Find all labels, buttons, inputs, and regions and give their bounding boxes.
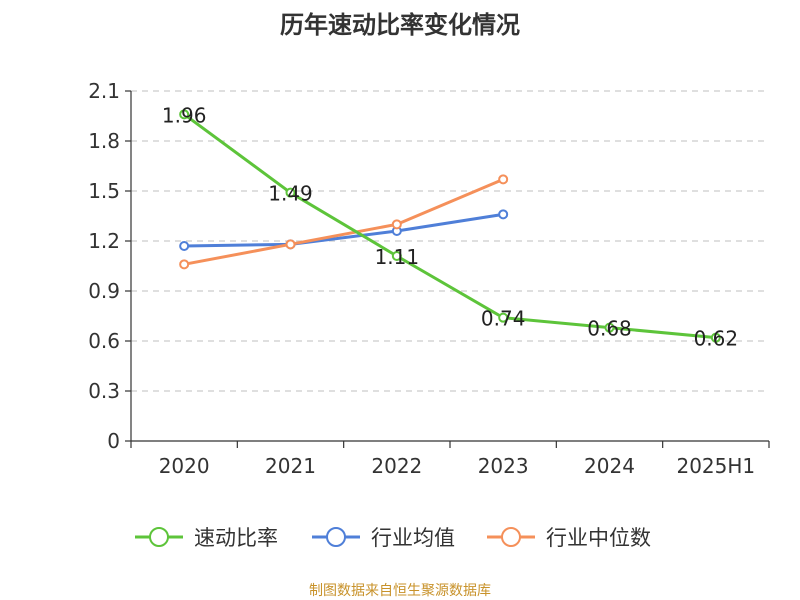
x-tick-label: 2020 <box>159 454 210 478</box>
data-label: 0.68 <box>587 317 632 341</box>
series-line-1 <box>182 212 505 248</box>
legend-label: 行业均值 <box>371 526 455 550</box>
y-tick-label: 2.1 <box>88 79 120 103</box>
y-tick-label: 0 <box>107 429 120 453</box>
data-point <box>710 332 721 343</box>
data-point <box>604 322 615 333</box>
y-tick-label: 1.2 <box>88 229 120 253</box>
data-point <box>179 259 190 270</box>
data-labels: 1.96 1.49 1.11 0.74 0.68 0.62 <box>162 103 738 350</box>
data-point <box>179 109 190 120</box>
x-tick-label: 2023 <box>478 454 529 478</box>
axes <box>125 90 770 448</box>
data-point <box>391 251 402 261</box>
y-tick-label: 1.8 <box>88 129 120 153</box>
legend-label: 行业中位数 <box>546 526 651 550</box>
series-lines <box>179 109 721 343</box>
y-tick-label: 0.9 <box>88 279 120 303</box>
data-point <box>498 174 509 185</box>
legend-marker <box>501 527 521 547</box>
source-note: 制图数据来自恒生聚源数据库 <box>309 583 491 599</box>
y-tick-label: 0.3 <box>88 379 120 403</box>
legend: 速动比率 行业均值 行业中位数 <box>135 526 651 550</box>
chart-title: 历年速动比率变化情况 <box>280 11 520 39</box>
data-label: 1.96 <box>162 103 207 127</box>
data-label: 1.49 <box>268 182 313 206</box>
legend-marker <box>326 527 346 547</box>
x-tick-label: 2022 <box>371 454 422 478</box>
y-tick-label: 0.6 <box>88 329 120 353</box>
data-point <box>498 312 509 323</box>
gridlines <box>131 90 769 392</box>
legend-label: 速动比率 <box>194 526 278 550</box>
legend-marker <box>149 527 169 547</box>
data-point <box>498 209 509 220</box>
y-tick-label: 1.5 <box>88 179 120 203</box>
x-tick-label: 2025H1 <box>676 454 755 478</box>
data-point <box>391 219 402 230</box>
series-line-0 <box>182 112 718 340</box>
y-axis-ticks: 0 0.3 0.6 0.9 1.2 1.5 1.8 2.1 <box>88 79 120 453</box>
series-line-2 <box>182 177 505 266</box>
data-point <box>285 239 296 250</box>
x-tick-label: 2021 <box>265 454 316 478</box>
data-label: 0.62 <box>694 327 739 351</box>
data-point <box>285 187 296 198</box>
x-tick-label: 2024 <box>584 454 635 478</box>
data-label: 0.74 <box>481 307 526 331</box>
x-axis-ticks: 2020 2021 2022 2023 2024 2025H1 <box>159 454 755 478</box>
data-point <box>179 241 190 251</box>
data-label: 1.11 <box>375 245 420 269</box>
